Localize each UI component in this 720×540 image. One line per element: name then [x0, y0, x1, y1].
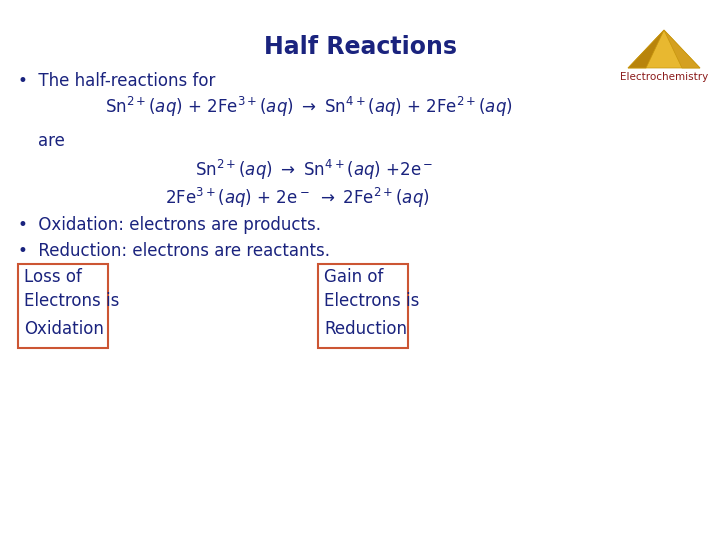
- Text: Electrochemistry: Electrochemistry: [620, 72, 708, 82]
- Text: •  The half-reactions for: • The half-reactions for: [18, 72, 215, 90]
- Text: are: are: [38, 132, 65, 150]
- Polygon shape: [628, 30, 664, 68]
- Text: Sn$^{2+}$($\it{aq}$) $\rightarrow$ Sn$^{4+}$($\it{aq}$) +2e$^-$: Sn$^{2+}$($\it{aq}$) $\rightarrow$ Sn$^{…: [195, 158, 433, 182]
- Text: Gain of: Gain of: [324, 268, 383, 286]
- Text: Electrons is: Electrons is: [324, 292, 419, 310]
- Text: Sn$^{2+}$($\it{aq}$) + 2Fe$^{3+}$($\it{aq}$) $\rightarrow$ Sn$^{4+}$($\it{aq}$) : Sn$^{2+}$($\it{aq}$) + 2Fe$^{3+}$($\it{a…: [105, 95, 513, 119]
- Text: •  Reduction: electrons are reactants.: • Reduction: electrons are reactants.: [18, 242, 330, 260]
- Bar: [18, 264, 108, 348]
- Text: Electrons is: Electrons is: [24, 292, 120, 310]
- Text: Loss of: Loss of: [24, 268, 82, 286]
- Polygon shape: [628, 30, 700, 68]
- Text: Oxidation: Oxidation: [24, 320, 104, 338]
- Text: 2Fe$^{3+}$($\it{aq}$) + 2e$^-$ $\rightarrow$ 2Fe$^{2+}$($\it{aq}$): 2Fe$^{3+}$($\it{aq}$) + 2e$^-$ $\rightar…: [165, 186, 430, 210]
- Text: Reduction: Reduction: [324, 320, 407, 338]
- Text: Half Reactions: Half Reactions: [264, 35, 456, 59]
- Polygon shape: [664, 30, 700, 68]
- Text: •  Oxidation: electrons are products.: • Oxidation: electrons are products.: [18, 216, 321, 234]
- Bar: [318, 264, 408, 348]
